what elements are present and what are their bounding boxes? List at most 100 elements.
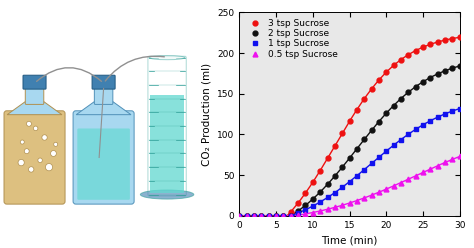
1 tsp Sucrose [318, 200, 323, 203]
Circle shape [20, 140, 24, 144]
Circle shape [46, 163, 53, 171]
FancyBboxPatch shape [25, 85, 44, 104]
0.5 tsp Sucrose [310, 211, 316, 214]
1 tsp Sucrose [413, 128, 419, 131]
1 tsp Sucrose [354, 174, 360, 177]
Line: 3 tsp Sucrose: 3 tsp Sucrose [237, 35, 462, 218]
1 tsp Sucrose [310, 205, 316, 208]
3 tsp Sucrose [361, 97, 367, 100]
3 tsp Sucrose [405, 53, 411, 56]
0.5 tsp Sucrose [318, 210, 323, 213]
Circle shape [54, 142, 58, 146]
1 tsp Sucrose [281, 214, 286, 217]
2 tsp Sucrose [237, 214, 242, 217]
FancyBboxPatch shape [4, 111, 65, 204]
1 tsp Sucrose [237, 214, 242, 217]
2 tsp Sucrose [442, 69, 448, 72]
3 tsp Sucrose [457, 36, 463, 39]
Line: 0.5 tsp Sucrose: 0.5 tsp Sucrose [237, 154, 462, 218]
0.5 tsp Sucrose [354, 199, 360, 202]
3 tsp Sucrose [288, 210, 293, 213]
Circle shape [28, 167, 34, 172]
Y-axis label: CO₂ Production (ml): CO₂ Production (ml) [202, 62, 212, 166]
3 tsp Sucrose [237, 214, 242, 217]
3 tsp Sucrose [369, 87, 374, 90]
3 tsp Sucrose [354, 108, 360, 111]
0.5 tsp Sucrose [376, 191, 382, 194]
0.5 tsp Sucrose [405, 178, 411, 181]
FancyBboxPatch shape [148, 56, 186, 196]
3 tsp Sucrose [346, 120, 352, 123]
Circle shape [33, 126, 38, 131]
2 tsp Sucrose [405, 91, 411, 94]
0.5 tsp Sucrose [346, 202, 352, 205]
2 tsp Sucrose [325, 183, 330, 186]
0.5 tsp Sucrose [449, 158, 455, 161]
3 tsp Sucrose [339, 132, 345, 135]
2 tsp Sucrose [273, 214, 279, 217]
1 tsp Sucrose [346, 180, 352, 183]
0.5 tsp Sucrose [413, 174, 419, 177]
3 tsp Sucrose [273, 214, 279, 217]
1 tsp Sucrose [435, 116, 440, 119]
Circle shape [51, 151, 56, 156]
0.5 tsp Sucrose [391, 184, 396, 187]
2 tsp Sucrose [310, 197, 316, 200]
0.5 tsp Sucrose [237, 214, 242, 217]
2 tsp Sucrose [369, 129, 374, 132]
3 tsp Sucrose [325, 157, 330, 160]
1 tsp Sucrose [383, 150, 389, 153]
1 tsp Sucrose [449, 110, 455, 113]
0.5 tsp Sucrose [259, 214, 264, 217]
3 tsp Sucrose [383, 71, 389, 74]
2 tsp Sucrose [346, 156, 352, 159]
Circle shape [27, 121, 31, 126]
1 tsp Sucrose [251, 214, 257, 217]
1 tsp Sucrose [457, 107, 463, 110]
3 tsp Sucrose [398, 58, 404, 61]
2 tsp Sucrose [302, 204, 308, 207]
FancyBboxPatch shape [23, 75, 46, 89]
Circle shape [18, 159, 24, 166]
1 tsp Sucrose [369, 162, 374, 165]
1 tsp Sucrose [398, 138, 404, 141]
3 tsp Sucrose [259, 214, 264, 217]
0.5 tsp Sucrose [398, 181, 404, 184]
1 tsp Sucrose [339, 186, 345, 189]
2 tsp Sucrose [354, 147, 360, 150]
2 tsp Sucrose [428, 76, 433, 79]
2 tsp Sucrose [281, 214, 286, 217]
1 tsp Sucrose [391, 144, 396, 147]
FancyBboxPatch shape [73, 111, 134, 204]
1 tsp Sucrose [244, 214, 249, 217]
3 tsp Sucrose [413, 49, 419, 52]
0.5 tsp Sucrose [325, 208, 330, 211]
Circle shape [42, 135, 47, 140]
Line: 1 tsp Sucrose: 1 tsp Sucrose [237, 106, 462, 218]
Legend: 3 tsp Sucrose, 2 tsp Sucrose, 1 tsp Sucrose, 0.5 tsp Sucrose: 3 tsp Sucrose, 2 tsp Sucrose, 1 tsp Sucr… [244, 17, 340, 61]
2 tsp Sucrose [259, 214, 264, 217]
FancyBboxPatch shape [77, 128, 130, 200]
Circle shape [24, 149, 29, 154]
3 tsp Sucrose [281, 214, 286, 217]
3 tsp Sucrose [435, 40, 440, 43]
3 tsp Sucrose [244, 214, 249, 217]
3 tsp Sucrose [420, 46, 426, 49]
1 tsp Sucrose [420, 123, 426, 126]
1 tsp Sucrose [361, 168, 367, 171]
2 tsp Sucrose [244, 214, 249, 217]
0.5 tsp Sucrose [435, 164, 440, 167]
1 tsp Sucrose [288, 214, 293, 217]
2 tsp Sucrose [339, 166, 345, 169]
X-axis label: Time (min): Time (min) [321, 235, 378, 245]
0.5 tsp Sucrose [428, 167, 433, 170]
3 tsp Sucrose [391, 64, 396, 67]
2 tsp Sucrose [295, 209, 301, 212]
0.5 tsp Sucrose [302, 213, 308, 216]
1 tsp Sucrose [302, 208, 308, 211]
1 tsp Sucrose [376, 156, 382, 159]
2 tsp Sucrose [361, 138, 367, 141]
2 tsp Sucrose [251, 214, 257, 217]
Circle shape [38, 158, 42, 163]
3 tsp Sucrose [310, 181, 316, 184]
